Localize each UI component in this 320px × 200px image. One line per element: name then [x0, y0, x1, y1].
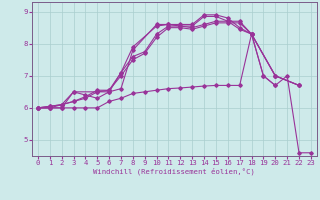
X-axis label: Windchill (Refroidissement éolien,°C): Windchill (Refroidissement éolien,°C)	[93, 168, 255, 175]
